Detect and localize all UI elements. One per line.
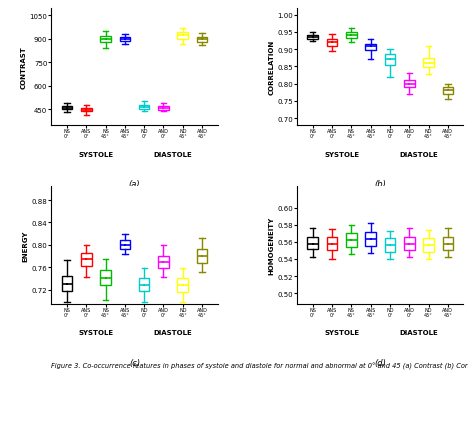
Text: (d): (d): [374, 358, 386, 367]
Text: DIASTOLE: DIASTOLE: [400, 329, 439, 335]
Text: DIASTOLE: DIASTOLE: [400, 151, 439, 157]
Text: SYSTOLE: SYSTOLE: [78, 151, 113, 157]
Text: DIASTOLE: DIASTOLE: [154, 151, 192, 157]
Text: SYSTOLE: SYSTOLE: [324, 329, 359, 335]
Y-axis label: HOMOGENEITY: HOMOGENEITY: [269, 216, 275, 274]
Text: (b): (b): [374, 180, 386, 189]
Text: Figure 3. Co-occurrence features in phases of systole and diastole for normal an: Figure 3. Co-occurrence features in phas…: [51, 362, 468, 369]
Y-axis label: CORRELATION: CORRELATION: [269, 40, 275, 95]
Text: SYSTOLE: SYSTOLE: [78, 329, 113, 335]
Text: (a): (a): [129, 180, 140, 189]
Text: (c): (c): [129, 358, 140, 367]
Y-axis label: ENERGY: ENERGY: [23, 230, 29, 261]
Y-axis label: CONTRAST: CONTRAST: [21, 46, 27, 89]
Text: DIASTOLE: DIASTOLE: [154, 329, 192, 335]
Text: SYSTOLE: SYSTOLE: [324, 151, 359, 157]
